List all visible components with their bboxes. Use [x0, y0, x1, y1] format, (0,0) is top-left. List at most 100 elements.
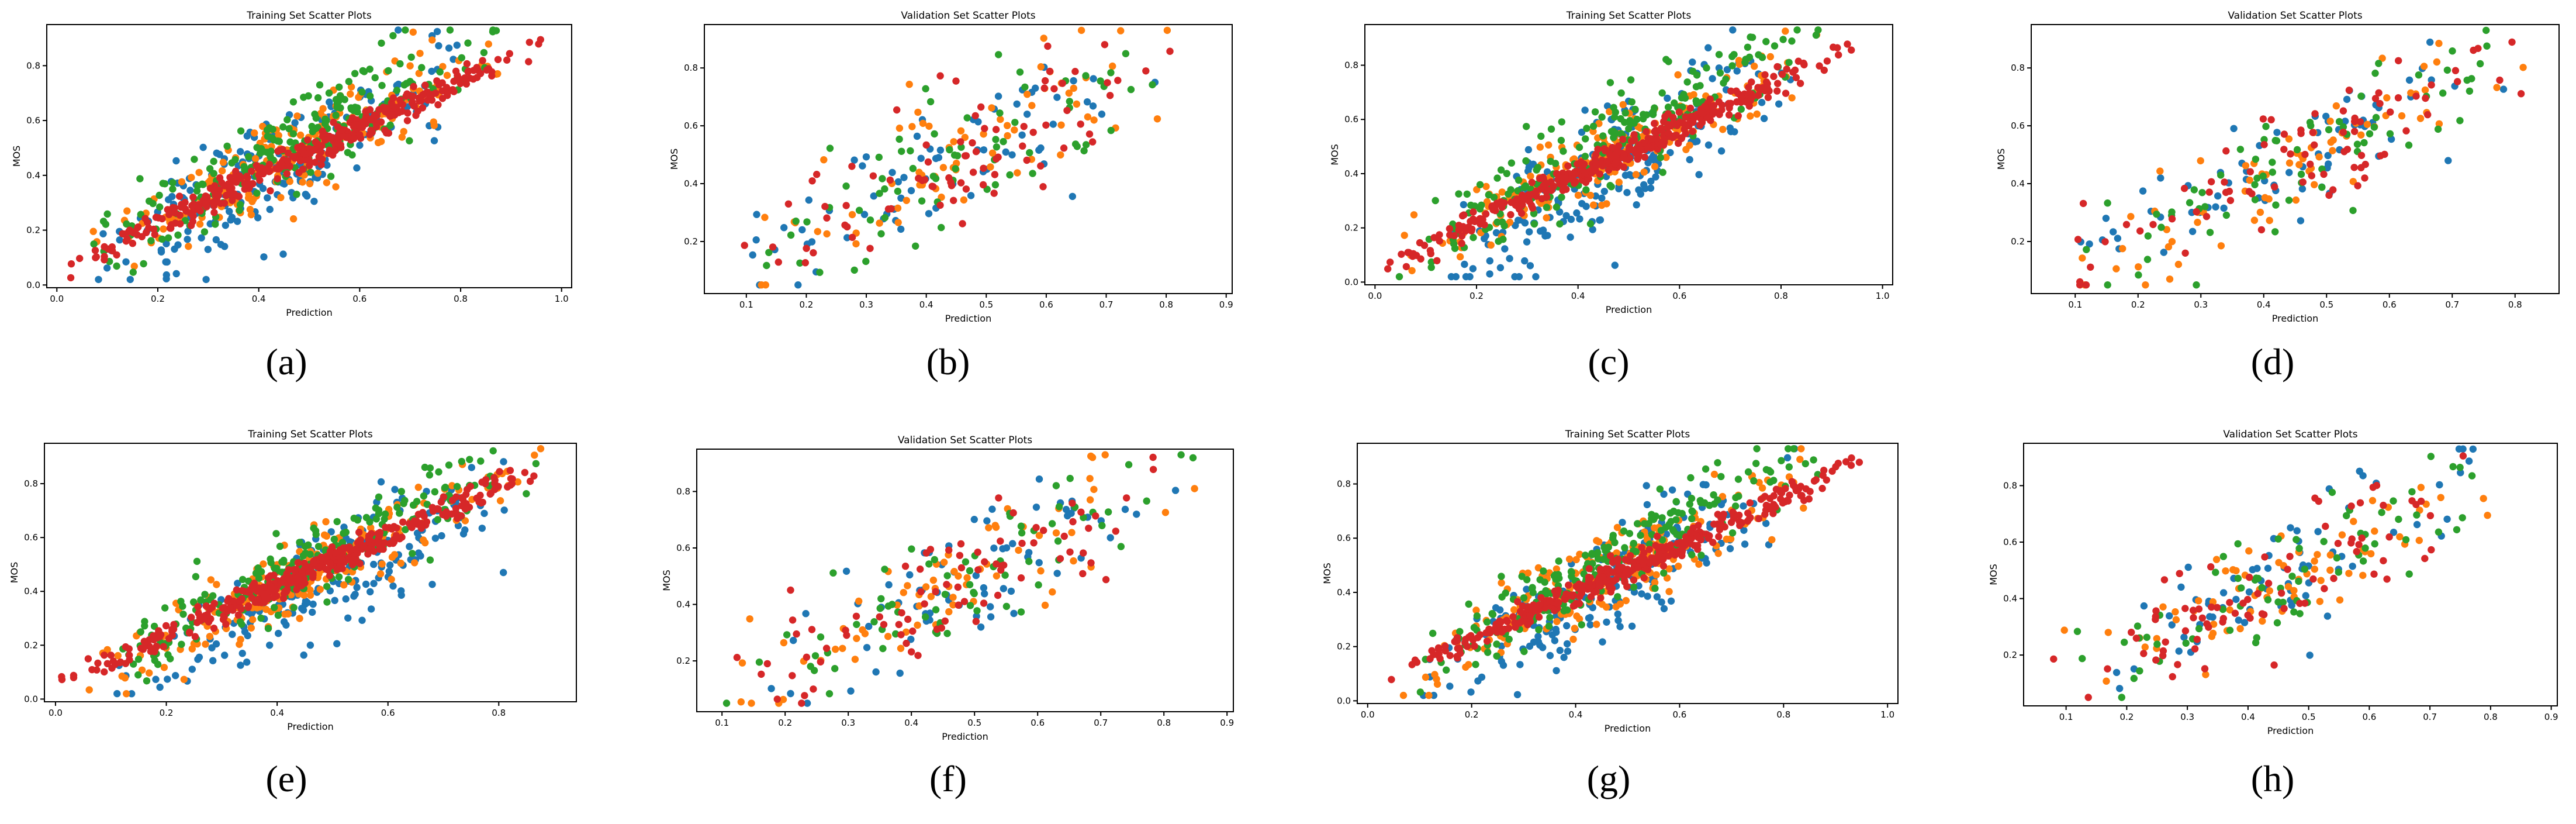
data-point — [356, 131, 364, 139]
data-point — [164, 675, 171, 683]
data-point — [1633, 201, 1640, 209]
data-point — [927, 592, 935, 601]
data-point — [977, 103, 985, 111]
data-point — [326, 98, 333, 106]
data-point — [894, 187, 902, 195]
data-point — [1035, 475, 1043, 483]
data-point — [1747, 112, 1754, 120]
data-point — [1741, 540, 1749, 548]
data-point — [370, 580, 378, 587]
data-point — [921, 176, 929, 184]
data-point — [237, 174, 245, 182]
data-point — [1066, 474, 1074, 482]
data-point — [936, 201, 944, 209]
data-point — [382, 129, 390, 137]
data-point — [229, 196, 236, 204]
data-point — [312, 530, 320, 539]
data-point — [289, 130, 298, 137]
data-point — [1469, 265, 1477, 273]
data-point — [1565, 555, 1574, 563]
data-point — [1648, 154, 1656, 162]
data-point — [337, 104, 344, 112]
data-point — [926, 98, 935, 106]
data-point — [343, 544, 350, 552]
data-point — [2426, 38, 2434, 46]
data-point — [787, 231, 795, 239]
data-point — [1688, 535, 1695, 542]
data-point — [129, 268, 137, 276]
data-point — [886, 176, 894, 184]
data-point — [234, 611, 243, 619]
data-point — [2407, 89, 2415, 97]
data-point — [1734, 475, 1742, 483]
data-point — [296, 615, 303, 622]
data-point — [2466, 87, 2474, 95]
data-point — [301, 543, 309, 550]
data-point — [393, 87, 401, 94]
data-point — [267, 187, 274, 195]
data-point — [1441, 647, 1449, 655]
data-point — [1004, 122, 1011, 129]
data-point — [385, 67, 392, 75]
data-point — [1567, 233, 1574, 241]
data-point — [2157, 223, 2165, 231]
data-point — [1726, 544, 1734, 553]
data-point — [1766, 478, 1774, 486]
data-point — [1783, 454, 1792, 461]
data-point — [351, 70, 359, 77]
data-point — [907, 187, 915, 195]
data-point — [286, 576, 295, 584]
plot-title: Training Set Scatter Plots — [247, 429, 373, 440]
data-point — [1766, 468, 1775, 476]
data-point — [2114, 235, 2122, 242]
data-point — [157, 246, 165, 254]
data-point — [476, 491, 484, 499]
data-point — [416, 50, 424, 57]
data-point — [210, 170, 217, 177]
data-point — [881, 185, 888, 193]
data-point — [174, 231, 182, 239]
data-point — [462, 80, 471, 88]
data-point — [296, 131, 305, 139]
data-point — [1467, 632, 1475, 640]
data-point — [1589, 127, 1597, 135]
data-point — [426, 91, 434, 98]
data-point — [1647, 184, 1655, 192]
data-point — [489, 26, 497, 34]
data-point — [1052, 482, 1060, 489]
data-point — [1009, 540, 1016, 547]
x-tick-label: 0.1 — [2068, 299, 2082, 310]
data-point — [2424, 111, 2432, 119]
data-point — [1550, 572, 1558, 580]
data-point — [894, 178, 903, 186]
data-point — [1473, 612, 1481, 620]
data-point — [1557, 136, 1565, 144]
data-point — [2160, 249, 2167, 256]
x-tick-label: 0.6 — [352, 294, 366, 304]
data-point — [884, 633, 892, 640]
x-axis-label: Prediction — [945, 313, 991, 324]
data-point — [816, 268, 824, 276]
data-point — [1498, 218, 1506, 226]
data-point — [351, 591, 359, 598]
data-point — [1498, 204, 1506, 211]
x-tick-label: 0.3 — [2194, 299, 2208, 310]
data-point — [1427, 264, 1435, 271]
data-point — [2434, 125, 2442, 133]
data-point — [2499, 85, 2508, 93]
data-point — [1670, 508, 1678, 515]
data-point — [435, 42, 442, 50]
data-point — [1474, 677, 1482, 685]
data-point — [876, 189, 883, 197]
data-point — [421, 81, 429, 89]
data-point — [1496, 264, 1505, 271]
data-point — [2363, 120, 2371, 128]
data-point — [1530, 210, 1538, 218]
data-point — [1552, 667, 1560, 675]
data-point — [195, 168, 203, 177]
data-point — [279, 146, 286, 153]
data-point — [284, 149, 292, 157]
y-tick-label: 0.6 — [24, 532, 38, 543]
data-point — [2168, 237, 2176, 246]
data-point — [2153, 211, 2160, 218]
